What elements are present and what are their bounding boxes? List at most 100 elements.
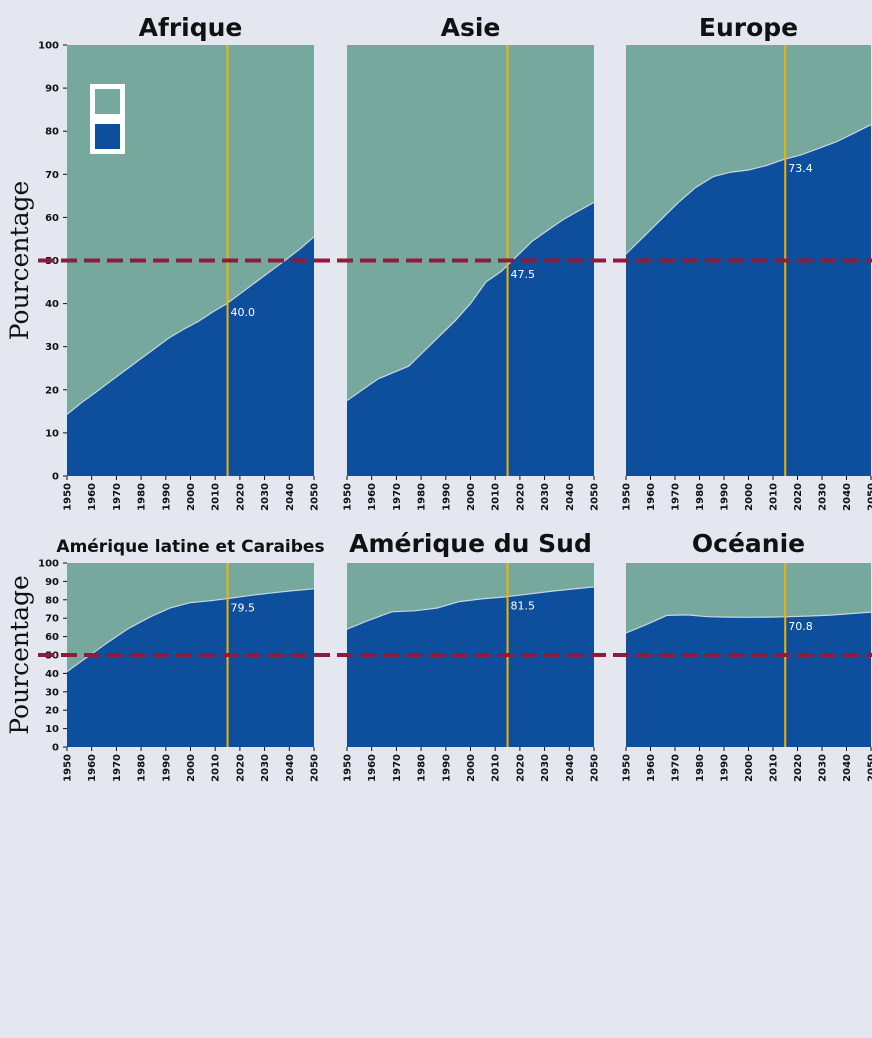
x-tick-label: 2000 xyxy=(466,754,477,782)
value-annotation: 47.5 xyxy=(511,268,536,281)
x-tick-label: 2030 xyxy=(818,483,829,511)
x-tick-label: 1970 xyxy=(671,483,682,511)
panel-title: Amérique latine et Caraibes xyxy=(56,537,324,557)
y-tick-label: 60 xyxy=(45,632,59,643)
y-tick-label: 0 xyxy=(52,743,59,754)
x-tick-label: 2000 xyxy=(744,754,755,782)
x-tick-label: 2010 xyxy=(769,754,780,782)
urban-boundary-line xyxy=(66,236,315,415)
x-tick-label: 1960 xyxy=(646,483,657,511)
x-tick-label: 1970 xyxy=(392,754,403,782)
x-tick-label: 1980 xyxy=(417,754,428,782)
x-tick-label: 1960 xyxy=(367,754,378,782)
x-tick-label: 2000 xyxy=(744,483,755,511)
x-tick-label: 2020 xyxy=(235,483,246,511)
x-tick-label: 2050 xyxy=(867,483,872,511)
x-tick-label: 2040 xyxy=(565,754,576,782)
legend-swatch-urban xyxy=(95,124,120,149)
x-tick-label: 1970 xyxy=(112,754,123,782)
x-tick-label: 2040 xyxy=(285,754,296,782)
x-tick-label: 1980 xyxy=(137,754,148,782)
x-tick-label: 2040 xyxy=(842,483,853,511)
x-tick-label: 1970 xyxy=(392,483,403,511)
x-tick-label: 1980 xyxy=(137,483,148,511)
x-tick-label: 1950 xyxy=(63,483,74,511)
panel-title: Europe xyxy=(699,13,798,42)
value-annotation: 70.8 xyxy=(788,620,813,633)
x-tick-label: 1950 xyxy=(343,483,354,511)
y-tick-label: 40 xyxy=(45,299,59,310)
x-tick-label: 2040 xyxy=(285,483,296,511)
y-tick-label: 10 xyxy=(45,724,59,735)
x-tick-label: 1990 xyxy=(720,754,731,782)
y-tick-label: 60 xyxy=(45,213,59,224)
x-tick-label: 2010 xyxy=(211,483,222,511)
x-tick-label: 1950 xyxy=(343,754,354,782)
urban-area xyxy=(347,586,594,747)
x-tick-label: 1990 xyxy=(441,483,452,511)
y-tick-label: 70 xyxy=(45,170,59,181)
x-tick-label: 1990 xyxy=(161,754,172,782)
x-tick-label: 2020 xyxy=(515,483,526,511)
x-tick-label: 1990 xyxy=(161,483,172,511)
y-tick-label: 30 xyxy=(45,687,59,698)
x-tick-label: 2050 xyxy=(310,483,321,511)
legend-swatch-rural xyxy=(95,89,120,114)
y-tick-label: 40 xyxy=(45,669,59,680)
x-tick-label: 1960 xyxy=(87,754,98,782)
value-annotation: 40.0 xyxy=(231,306,256,319)
y-tick-label: 90 xyxy=(45,577,59,588)
x-tick-label: 1970 xyxy=(112,483,123,511)
x-tick-label: 2040 xyxy=(565,483,576,511)
panel-2: 47.5 Asie 1950 1960 1970 1980 1990 2000 2010 2020… xyxy=(343,13,601,511)
y-tick-label: 70 xyxy=(45,614,59,625)
x-tick-label: 2010 xyxy=(491,483,502,511)
x-tick-label: 2030 xyxy=(818,754,829,782)
x-tick-label: 2000 xyxy=(466,483,477,511)
x-tick-label: 1960 xyxy=(367,483,378,511)
y-tick-label: 30 xyxy=(45,342,59,353)
y-tick-label: 80 xyxy=(45,127,59,138)
x-tick-label: 2050 xyxy=(310,754,321,782)
x-tick-label: 1970 xyxy=(671,754,682,782)
urban-boundary-line xyxy=(625,611,872,634)
y-tick-label: 80 xyxy=(45,595,59,606)
x-tick-label: 2000 xyxy=(186,483,197,511)
value-annotation: 79.5 xyxy=(231,602,256,615)
panel-title: Amérique du Sud xyxy=(349,529,592,558)
urban-boundary-line xyxy=(346,586,595,630)
panel-title: Océanie xyxy=(692,529,805,558)
x-tick-label: 1960 xyxy=(646,754,657,782)
x-tick-label: 2050 xyxy=(867,754,872,782)
x-tick-label: 2030 xyxy=(260,754,271,782)
y-axis-label: Pourcentage xyxy=(5,181,34,341)
legend xyxy=(90,84,125,154)
urban-area xyxy=(626,612,871,747)
value-annotation: 81.5 xyxy=(511,600,536,613)
y-axis-label: Pourcentage xyxy=(5,575,34,735)
y-tick-label: 10 xyxy=(45,428,59,439)
x-tick-label: 1990 xyxy=(720,483,731,511)
x-tick-label: 1950 xyxy=(622,754,633,782)
urban-area xyxy=(67,236,314,476)
x-tick-label: 2020 xyxy=(793,754,804,782)
y-tick-label: 90 xyxy=(45,84,59,95)
panel-title: Asie xyxy=(441,13,501,42)
x-tick-label: 2020 xyxy=(235,754,246,782)
x-tick-label: 2050 xyxy=(590,754,601,782)
urban-area xyxy=(347,202,594,477)
urban-boundary-line xyxy=(625,124,872,255)
x-tick-label: 1990 xyxy=(441,754,452,782)
x-tick-label: 2020 xyxy=(515,754,526,782)
x-tick-label: 2020 xyxy=(793,483,804,511)
x-tick-label: 2010 xyxy=(769,483,780,511)
x-tick-label: 2010 xyxy=(491,754,502,782)
x-tick-label: 2010 xyxy=(211,754,222,782)
urban-boundary-line xyxy=(346,201,595,402)
panel-4: 79.5 Amérique latine et Caraibes 0 10 2030 40… xyxy=(5,537,325,782)
y-tick-label: 0 xyxy=(52,472,59,483)
x-tick-label: 1980 xyxy=(417,483,428,511)
x-tick-label: 2050 xyxy=(590,483,601,511)
x-tick-label: 1980 xyxy=(695,754,706,782)
